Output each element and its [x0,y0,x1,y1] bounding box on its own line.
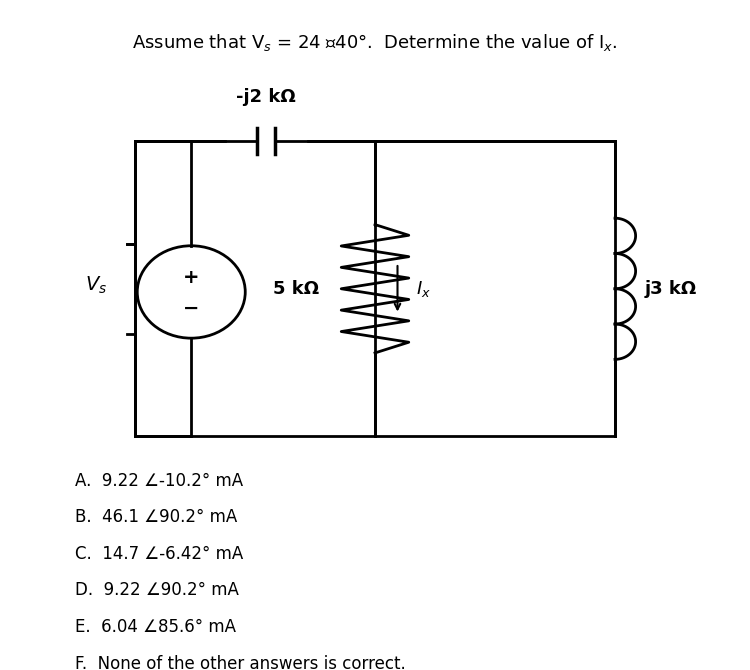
Text: 5 kΩ: 5 kΩ [273,280,319,297]
Text: V$_s$: V$_s$ [85,275,107,296]
Text: j3 kΩ: j3 kΩ [645,280,698,297]
Text: B.  46.1 ∠90.2° mA: B. 46.1 ∠90.2° mA [75,509,237,526]
Text: −: − [183,299,200,318]
Text: F.  None of the other answers is correct.: F. None of the other answers is correct. [75,655,406,670]
Text: D.  9.22 ∠90.2° mA: D. 9.22 ∠90.2° mA [75,582,238,600]
Text: I$_x$: I$_x$ [416,279,431,299]
Text: A.  9.22 ∠-10.2° mA: A. 9.22 ∠-10.2° mA [75,472,243,490]
Text: -j2 kΩ: -j2 kΩ [236,88,296,106]
Text: C.  14.7 ∠-6.42° mA: C. 14.7 ∠-6.42° mA [75,545,243,563]
Text: Assume that V$_s$ = 24 ␀40°.  Determine the value of I$_x$.: Assume that V$_s$ = 24 ␀40°. Determine t… [132,32,618,53]
Text: E.  6.04 ∠85.6° mA: E. 6.04 ∠85.6° mA [75,618,236,636]
Text: +: + [183,269,200,287]
